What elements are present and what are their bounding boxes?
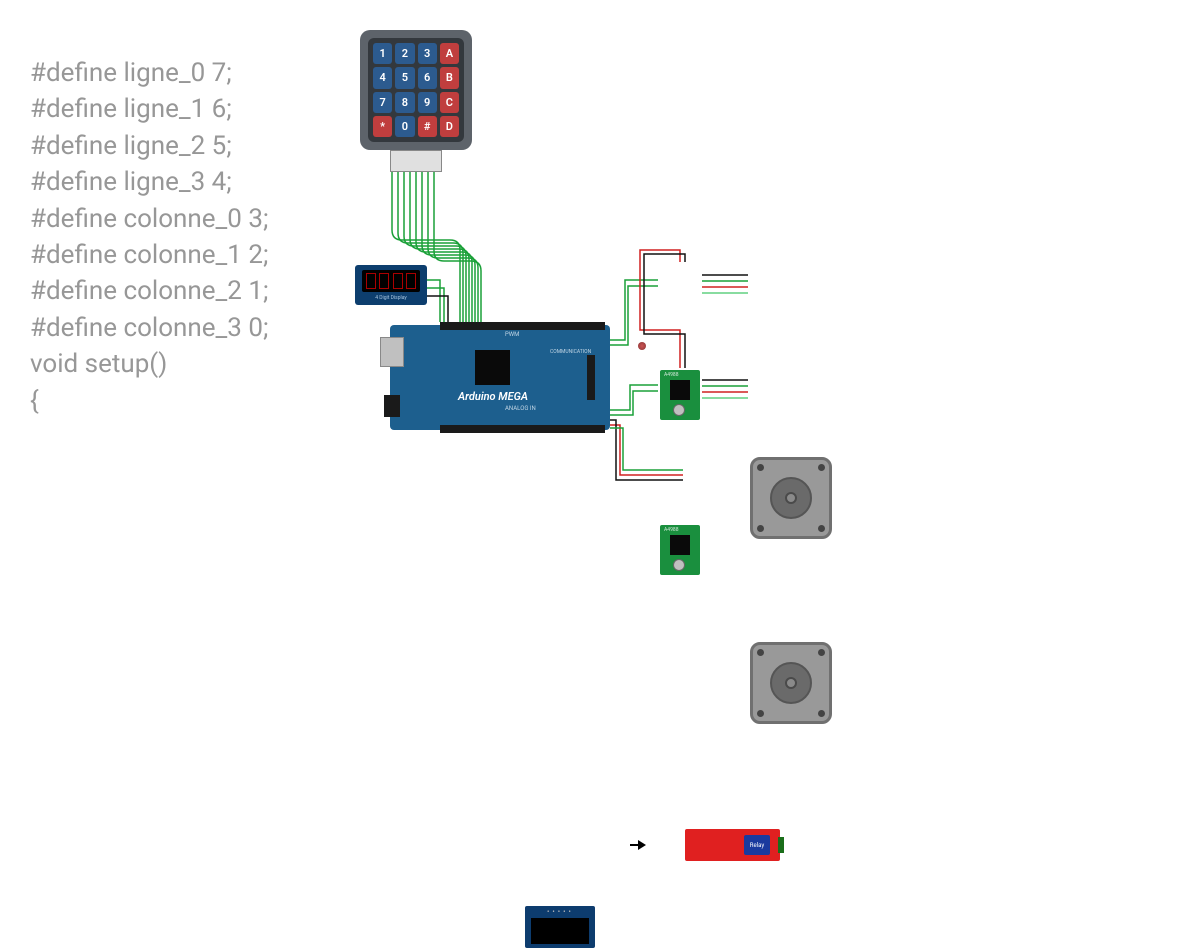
seven-seg-label: 4 Digit Display <box>375 295 407 301</box>
code-line: { <box>30 383 360 419</box>
relay-module[interactable]: Relay <box>685 829 780 861</box>
driver-label: A4988 <box>664 372 679 378</box>
arduino-mega[interactable]: PWM COMMUNICATION Arduino MEGA ANALOG IN <box>390 325 610 430</box>
code-line: #define ligne_3 4; <box>30 164 360 200</box>
keypad-grid: 1 2 3 A 4 5 6 B 7 8 9 C * 0 # D <box>368 38 464 142</box>
key-hash[interactable]: # <box>418 116 437 137</box>
code-line: #define colonne_1 2; <box>30 237 360 273</box>
stepper-motor-2[interactable] <box>750 642 832 724</box>
pin-header <box>440 425 605 433</box>
key-A[interactable]: A <box>440 43 459 64</box>
key-7[interactable]: 7 <box>373 92 392 113</box>
motor-shaft-icon <box>785 677 797 689</box>
arduino-pwm-label: PWM <box>505 331 519 338</box>
code-line: #define colonne_2 1; <box>30 273 360 309</box>
code-line: void setup() <box>30 346 360 382</box>
key-1[interactable]: 1 <box>373 43 392 64</box>
driver-chip-icon <box>670 535 690 555</box>
seven-seg-screen <box>362 270 420 292</box>
driver-label: A4988 <box>664 527 679 533</box>
pin-header <box>587 355 595 400</box>
keypad-connector <box>390 150 442 172</box>
key-3[interactable]: 3 <box>418 43 437 64</box>
key-4[interactable]: 4 <box>373 67 392 88</box>
driver-chip-icon <box>670 380 690 400</box>
arduino-comm-label: COMMUNICATION <box>550 349 591 355</box>
motor-shaft-icon <box>785 492 797 504</box>
usb-port-icon <box>380 337 404 367</box>
relay-terminal-icon <box>778 837 784 853</box>
key-8[interactable]: 8 <box>395 92 414 113</box>
key-D[interactable]: D <box>440 116 459 137</box>
power-jack-icon <box>384 395 400 417</box>
circuit-diagram: 1 2 3 A 4 5 6 B 7 8 9 C * 0 # D 4 Digit … <box>350 30 1200 630</box>
driver-pot-icon <box>673 404 685 416</box>
oled-pins-icon: ••••• <box>547 908 574 916</box>
key-2[interactable]: 2 <box>395 43 414 64</box>
driver-pot-icon <box>673 559 685 571</box>
code-line: #define ligne_2 5; <box>30 128 360 164</box>
key-B[interactable]: B <box>440 67 459 88</box>
stepper-motor-1[interactable] <box>750 457 832 539</box>
pin-header <box>440 322 605 330</box>
arduino-sublabel: ANALOG IN <box>505 405 536 412</box>
key-9[interactable]: 9 <box>418 92 437 113</box>
key-5[interactable]: 5 <box>395 67 414 88</box>
key-0[interactable]: 0 <box>395 116 414 137</box>
arrow-icon <box>630 840 648 850</box>
stepper-driver-1[interactable]: A4988 <box>660 370 700 420</box>
code-line: #define ligne_0 7; <box>30 55 360 91</box>
code-panel: #define ligne_0 7; #define ligne_1 6; #d… <box>30 55 360 419</box>
oled-display[interactable]: ••••• <box>525 906 595 948</box>
stepper-driver-2[interactable]: A4988 <box>660 525 700 575</box>
key-C[interactable]: C <box>440 92 459 113</box>
seven-segment-display[interactable]: 4 Digit Display <box>355 265 427 305</box>
code-line: #define ligne_1 6; <box>30 91 360 127</box>
arduino-label: Arduino MEGA <box>458 390 528 403</box>
mcu-chip-icon <box>475 350 510 385</box>
key-star[interactable]: * <box>373 116 392 137</box>
key-6[interactable]: 6 <box>418 67 437 88</box>
code-line: #define colonne_0 3; <box>30 201 360 237</box>
keypad[interactable]: 1 2 3 A 4 5 6 B 7 8 9 C * 0 # D <box>360 30 472 150</box>
code-line: #define colonne_3 0; <box>30 310 360 346</box>
ntc-sensor-icon[interactable] <box>638 342 646 350</box>
relay-block: Relay <box>744 835 770 855</box>
oled-screen <box>531 918 589 944</box>
